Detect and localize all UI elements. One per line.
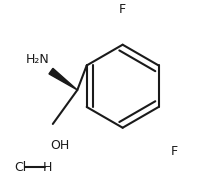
Text: H: H	[42, 161, 52, 174]
Text: F: F	[119, 3, 126, 16]
Text: F: F	[171, 145, 178, 158]
Text: H₂N: H₂N	[25, 53, 49, 66]
Text: Cl: Cl	[15, 161, 27, 174]
Polygon shape	[49, 68, 77, 90]
Text: OH: OH	[50, 139, 69, 152]
